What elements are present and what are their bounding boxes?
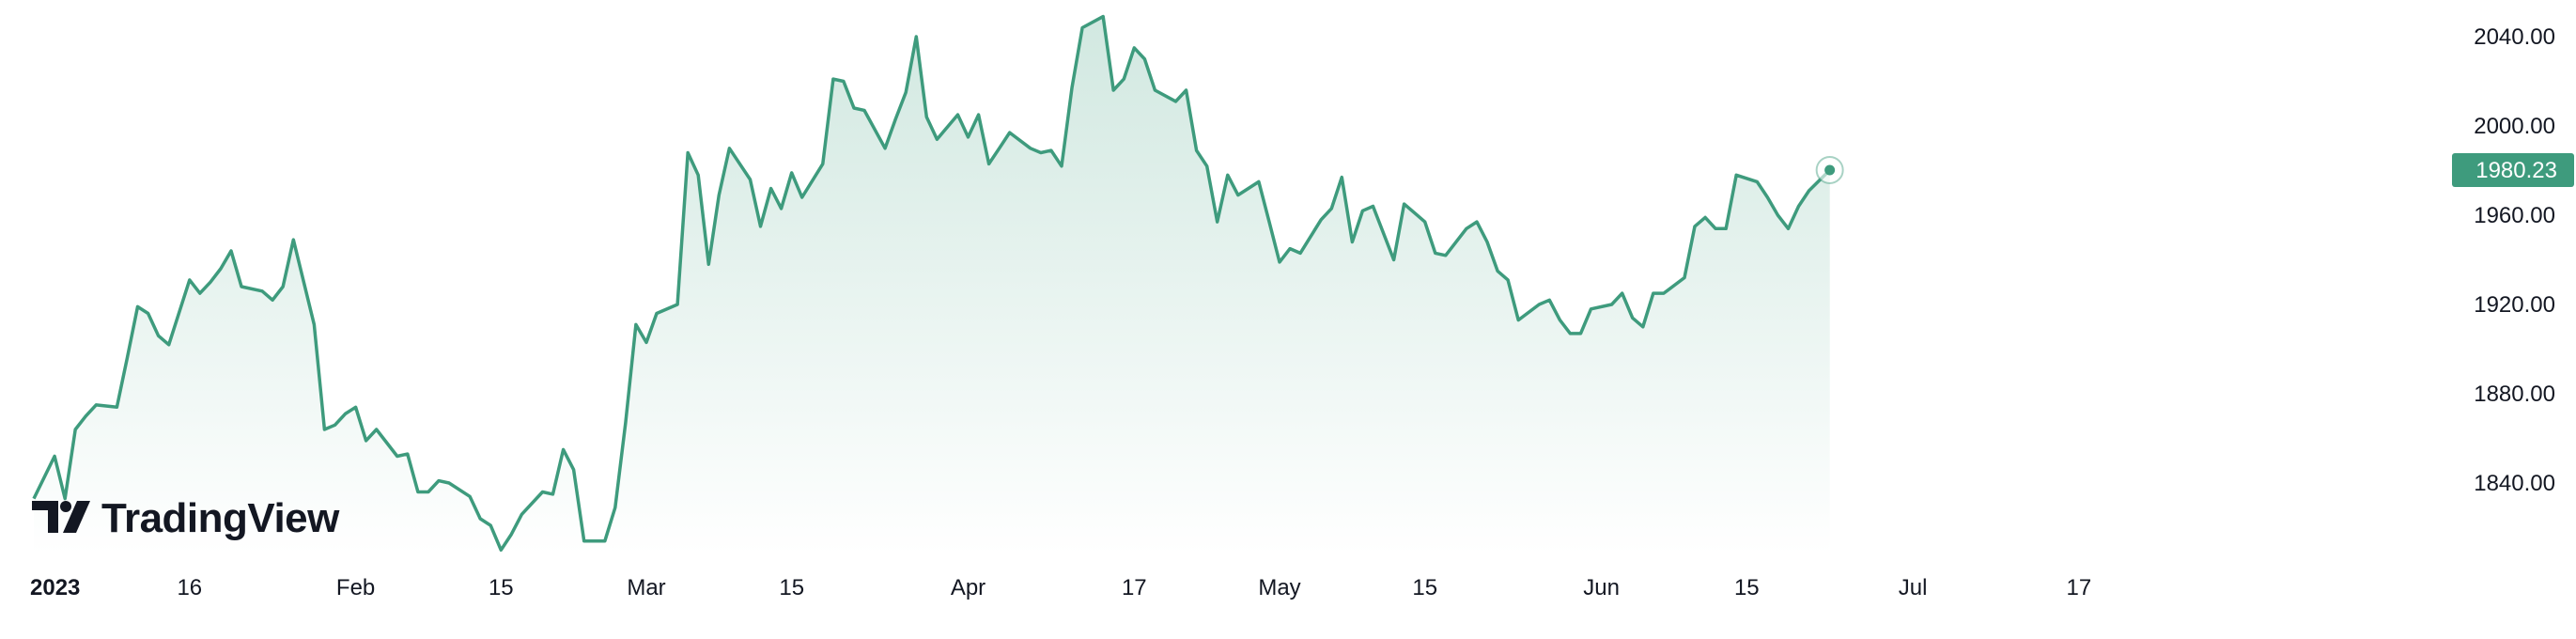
tradingview-logo[interactable]: TradingView [32, 495, 341, 541]
y-tick-label: 1920.00 [2474, 292, 2555, 318]
last-point-marker [1824, 164, 1836, 176]
y-tick-label: 1840.00 [2474, 471, 2555, 496]
x-tick-label: Mar [627, 575, 665, 600]
x-tick-label: Jul [1899, 575, 1928, 600]
y-tick-label: 2040.00 [2474, 24, 2555, 50]
plot-area [32, 14, 1844, 555]
tradingview-logo-icon [32, 501, 90, 533]
x-tick-label: 15 [1412, 575, 1437, 600]
x-tick-label: Jun [1583, 575, 1620, 600]
x-tick-label: 16 [177, 575, 202, 600]
y-tick-label: 1880.00 [2474, 382, 2555, 407]
y-tick-label: 1960.00 [2474, 203, 2555, 228]
series-line [32, 14, 1831, 553]
tradingview-logo-text: TradingView [101, 495, 340, 541]
last-price-label: 1980.23 [2475, 158, 2557, 183]
price-axis[interactable]: 1840.00 1880.00 1920.00 1960.00 2000.00 2040.… [2474, 24, 2555, 496]
x-tick-label: Feb [336, 575, 375, 600]
time-axis[interactable]: 2023 16 Feb 15 Mar 15 Apr 17 May 15 Jun 15 Jul 17 [30, 575, 2091, 600]
series-area-fill [34, 16, 1830, 555]
x-tick-label: May [1258, 575, 1300, 600]
x-tick-label: 17 [2067, 575, 2092, 600]
y-tick-label: 2000.00 [2474, 114, 2555, 139]
last-price-badge-bg [2452, 153, 2574, 187]
last-price-badge: 1980.23 [2452, 153, 2574, 187]
x-tick-label: 2023 [30, 575, 80, 600]
x-tick-label: 15 [1734, 575, 1760, 600]
x-tick-label: 17 [1122, 575, 1147, 600]
x-tick-label: 15 [779, 575, 804, 600]
x-tick-label: Apr [951, 575, 985, 600]
x-tick-label: 15 [489, 575, 514, 600]
